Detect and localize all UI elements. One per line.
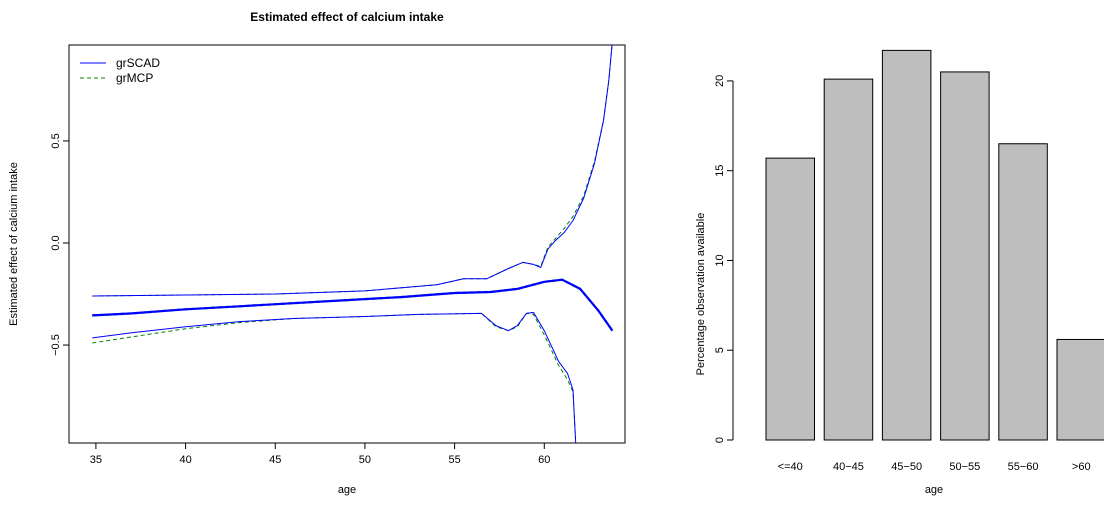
bar-2 — [881, 49, 932, 441]
bar-chart-bars — [765, 49, 1104, 441]
legend-label-grmcp: grMCP — [116, 71, 153, 85]
bar-category-label: <=40 — [778, 461, 803, 473]
line-chart-plot-frame — [68, 44, 626, 444]
grscad-estimate-line — [92, 278, 614, 332]
bar-0 — [765, 157, 815, 441]
grmcp-lower-line — [92, 312, 577, 443]
bar-5 — [1056, 338, 1104, 441]
bar-category-label: 50−55 — [949, 461, 980, 473]
line-chart-x-label: age — [338, 484, 356, 496]
bar-chart-y-axis: 0 5 10 15 20 — [714, 75, 734, 443]
bar-chart-x-axis: <=40 40−45 45−50 50−55 55−60 >60 — [778, 461, 1091, 473]
x-tick-label: 50 — [359, 454, 371, 466]
y-tick-label: 20 — [714, 75, 726, 87]
line-chart-y-axis: −0.5 0.0 0.5 — [50, 133, 69, 356]
x-tick-label: 35 — [90, 454, 102, 466]
bar-chart-panel: <=40 40−45 45−50 50−55 55−60 >60 0 5 10 15 20 age… — [695, 49, 1104, 496]
bar-chart-y-label: Percentage observation available — [695, 213, 707, 376]
grmcp-upper-line — [92, 45, 613, 297]
grmcp-estimate-line — [92, 278, 614, 332]
x-tick-label: 60 — [538, 454, 550, 466]
x-tick-label: 55 — [448, 454, 460, 466]
bar-category-label: 55−60 — [1008, 461, 1039, 473]
x-tick-label: 45 — [269, 454, 281, 466]
y-tick-label: 0.5 — [50, 133, 62, 148]
y-tick-label: 5 — [714, 347, 726, 353]
line-chart-title: Estimated effect of calcium intake — [250, 10, 444, 24]
y-tick-label: −0.5 — [50, 334, 62, 356]
y-tick-label: 0.0 — [50, 235, 62, 250]
bar-1 — [823, 78, 874, 441]
bar-chart-x-label: age — [925, 484, 943, 496]
line-chart-x-axis: 35 40 45 50 55 60 — [90, 443, 550, 466]
line-chart-panel: Estimated effect of calcium intake 35 40 4… — [8, 10, 626, 496]
legend-label-grscad: grSCAD — [116, 56, 160, 70]
bar-category-label: 45−50 — [891, 461, 922, 473]
y-tick-label: 10 — [714, 254, 726, 266]
x-tick-label: 40 — [179, 454, 191, 466]
bar-4 — [998, 143, 1048, 441]
grscad-upper-line — [92, 45, 613, 297]
y-tick-label: 15 — [714, 165, 726, 177]
grscad-lower-line — [92, 311, 577, 443]
line-chart-curves — [92, 45, 614, 443]
bar-category-label: >60 — [1072, 461, 1091, 473]
bar-category-label: 40−45 — [833, 461, 864, 473]
line-chart-y-label: Estimated effect of calcium intake — [8, 162, 20, 326]
y-tick-label: 0 — [714, 437, 726, 443]
bar-3 — [940, 71, 990, 441]
